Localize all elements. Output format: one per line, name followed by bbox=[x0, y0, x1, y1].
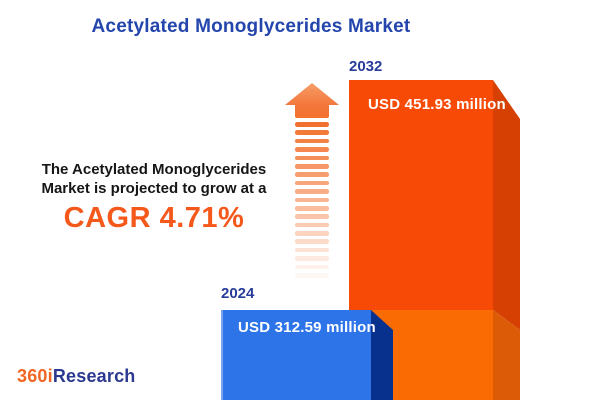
bar-2032-side-growth-segment bbox=[493, 80, 520, 330]
bar-2024-value: USD 312.59 million bbox=[238, 319, 376, 336]
bar-2024-side bbox=[371, 310, 393, 400]
growth-arrow-icon bbox=[285, 83, 339, 105]
annotation-line1: The Acetylated Monoglycerides bbox=[41, 161, 267, 178]
bar-2032-front-growth-segment bbox=[349, 80, 493, 310]
growth-arrow-neck bbox=[295, 104, 329, 118]
logo-research: Research bbox=[52, 366, 136, 386]
logo-360iresearch: 360iResearch bbox=[17, 366, 136, 387]
bar-2032-label: 2032 bbox=[349, 58, 383, 75]
logo-360i: 360i bbox=[17, 366, 53, 386]
annotation-block: The Acetylated Monoglycerides Market is … bbox=[28, 160, 280, 234]
growth-arrow-stripes bbox=[295, 122, 329, 281]
bar-2032-value: USD 451.93 million bbox=[368, 96, 506, 113]
annotation-line2: Market is projected to grow at a bbox=[41, 180, 267, 197]
cagr-text: CAGR 4.71% bbox=[63, 202, 245, 234]
bar-2024-label: 2024 bbox=[221, 285, 255, 302]
page-title: Acetylated Monoglycerides Market bbox=[91, 16, 411, 37]
bar-2024-front bbox=[221, 310, 371, 400]
